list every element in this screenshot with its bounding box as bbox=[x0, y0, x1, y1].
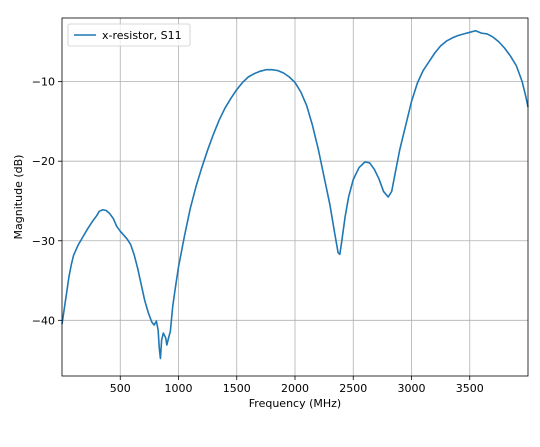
legend: x-resistor, S11 bbox=[67, 23, 191, 47]
x-tick-label: 1500 bbox=[223, 382, 251, 395]
y-tick-label: −10 bbox=[32, 76, 55, 89]
legend-box bbox=[67, 23, 191, 47]
y-axis-title: Magnitude (dB) bbox=[12, 155, 25, 240]
y-tick-label: −20 bbox=[32, 155, 55, 168]
x-axis-title: Frequency (MHz) bbox=[249, 397, 341, 410]
legend-label: x-resistor, S11 bbox=[102, 29, 182, 42]
series-line bbox=[61, 29, 529, 360]
x-tick-label: 3000 bbox=[398, 382, 426, 395]
y-tick-label: −30 bbox=[32, 235, 55, 248]
y-tick-label: −40 bbox=[32, 314, 55, 327]
series-layer bbox=[61, 29, 529, 360]
x-tick-label: 2500 bbox=[339, 382, 367, 395]
x-tick-label: 3500 bbox=[456, 382, 484, 395]
grid bbox=[62, 18, 528, 376]
x-tick-label: 500 bbox=[110, 382, 131, 395]
ticks: 500 1000 1500 2000 2500 3000 3500 −40 −30 −20 −10 bbox=[32, 76, 484, 395]
x-tick-label: 1000 bbox=[165, 382, 193, 395]
x-tick-label: 2000 bbox=[281, 382, 309, 395]
